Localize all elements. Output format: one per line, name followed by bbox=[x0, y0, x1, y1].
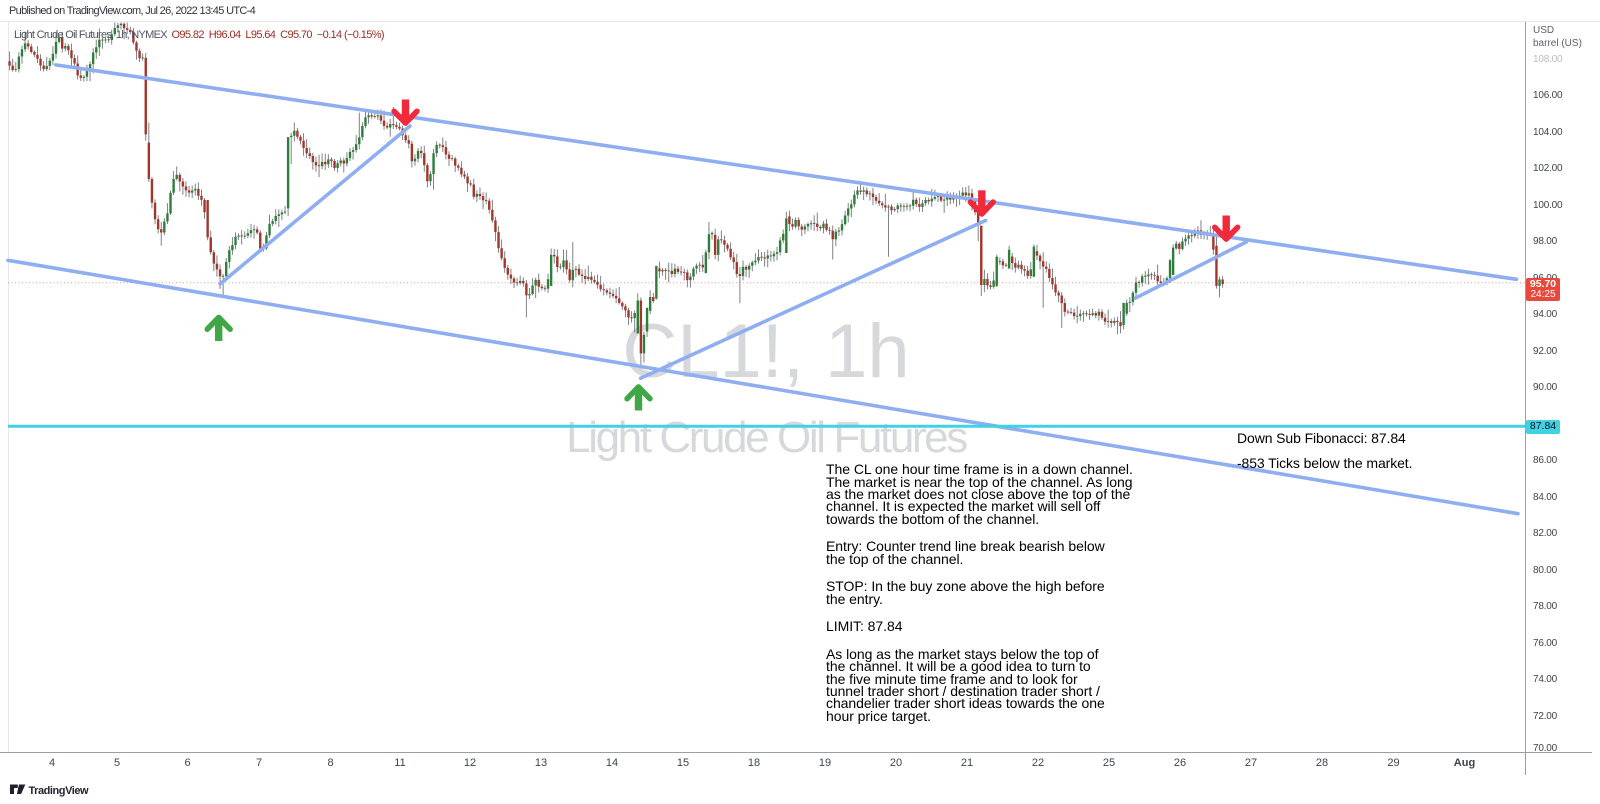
svg-text:CL1!, 1h: CL1!, 1h bbox=[622, 309, 909, 394]
svg-text:Light Crude Oil Futures: Light Crude Oil Futures bbox=[566, 413, 967, 462]
